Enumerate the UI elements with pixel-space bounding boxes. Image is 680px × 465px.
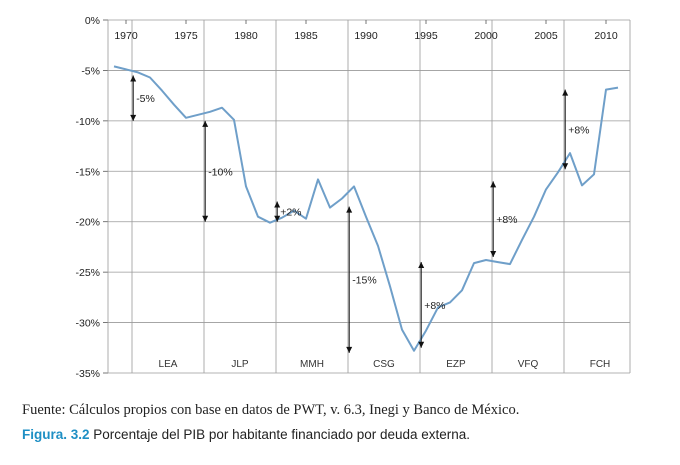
figure-label: Figura. 3.2 bbox=[22, 427, 90, 442]
x-tick-label: 1990 bbox=[354, 30, 378, 42]
y-tick-label: -20% bbox=[75, 217, 100, 229]
source-note: Fuente: Cálculos propios con base en dat… bbox=[22, 402, 520, 418]
annotation-arrow: +2% bbox=[274, 201, 302, 222]
annotation-arrow: +8% bbox=[418, 262, 446, 348]
arrow-head bbox=[562, 89, 569, 96]
arrow-head bbox=[202, 120, 209, 127]
period-label: MMH bbox=[300, 359, 324, 370]
arrow-head bbox=[346, 346, 353, 353]
y-tick-label: -10% bbox=[75, 116, 100, 128]
annotation-arrow: -15% bbox=[346, 206, 377, 353]
arrow-head bbox=[274, 215, 281, 222]
annotation-label: -5% bbox=[136, 93, 155, 105]
period-label: VFQ bbox=[518, 359, 539, 370]
annotation-label: +2% bbox=[280, 207, 301, 219]
x-tick-label: 1995 bbox=[414, 30, 438, 42]
period-label: JLP bbox=[231, 359, 249, 370]
annotations: -5% -10% +2% -15% +8% +8% +8% bbox=[130, 75, 590, 353]
x-tick-label: 1985 bbox=[294, 30, 318, 42]
period-label: EZP bbox=[446, 359, 466, 370]
period-label: LEA bbox=[159, 359, 178, 370]
annotation-arrow: -5% bbox=[130, 75, 155, 121]
period-label: FCH bbox=[590, 359, 611, 370]
annotation-label: +8% bbox=[496, 214, 517, 226]
figure-caption: Figura. 3.2 Porcentaje del PIB por habit… bbox=[22, 427, 470, 442]
y-tick-label: -25% bbox=[75, 267, 100, 279]
arrow-head bbox=[490, 251, 497, 258]
arrow-head bbox=[130, 114, 137, 121]
y-tick-label: -30% bbox=[75, 318, 100, 330]
annotation-label: -10% bbox=[208, 166, 233, 178]
arrow-head bbox=[202, 215, 209, 222]
y-tick-label: -15% bbox=[75, 166, 100, 178]
arrow-head bbox=[418, 341, 425, 348]
x-tick-label: 2005 bbox=[534, 30, 558, 42]
arrow-head bbox=[130, 75, 137, 82]
arrow-head bbox=[274, 201, 281, 208]
arrow-head bbox=[418, 262, 425, 269]
x-tick-label: 2000 bbox=[474, 30, 498, 42]
annotation-arrow: +8% bbox=[490, 181, 518, 258]
annotation-arrow: -10% bbox=[202, 120, 233, 222]
annotation-arrow: +8% bbox=[562, 89, 590, 170]
x-tick-label: 1970 bbox=[114, 30, 138, 42]
grid bbox=[103, 19, 631, 374]
caption-text: Porcentaje del PIB por habitante financi… bbox=[93, 427, 471, 442]
annotation-label: +8% bbox=[568, 124, 589, 136]
annotation-label: +8% bbox=[424, 300, 445, 312]
series-line bbox=[113, 65, 619, 352]
tick-labels: 0% -5% -10% -15% -20% -25% -30% -35% 1970 1975 198… bbox=[75, 15, 617, 380]
arrow-head bbox=[490, 181, 497, 188]
series-layer bbox=[113, 65, 619, 352]
chart: -5% -10% +2% -15% +8% +8% +8% 0% -5% -10% -15% -20… bbox=[75, 15, 631, 380]
annotation-label: -15% bbox=[352, 275, 377, 287]
y-tick-label: -5% bbox=[81, 65, 100, 77]
x-tick-label: 1980 bbox=[234, 30, 258, 42]
period-labels: LEA JLP MMH CSG EZP VFQ FCH bbox=[159, 359, 611, 370]
x-tick-label: 1975 bbox=[174, 30, 198, 42]
arrow-head bbox=[346, 206, 353, 213]
period-label: CSG bbox=[373, 359, 395, 370]
y-tick-label: 0% bbox=[85, 15, 100, 27]
arrow-head bbox=[562, 163, 569, 170]
x-tick-label: 2010 bbox=[594, 30, 618, 42]
period-dividers bbox=[131, 20, 565, 373]
y-tick-label: -35% bbox=[75, 368, 100, 380]
